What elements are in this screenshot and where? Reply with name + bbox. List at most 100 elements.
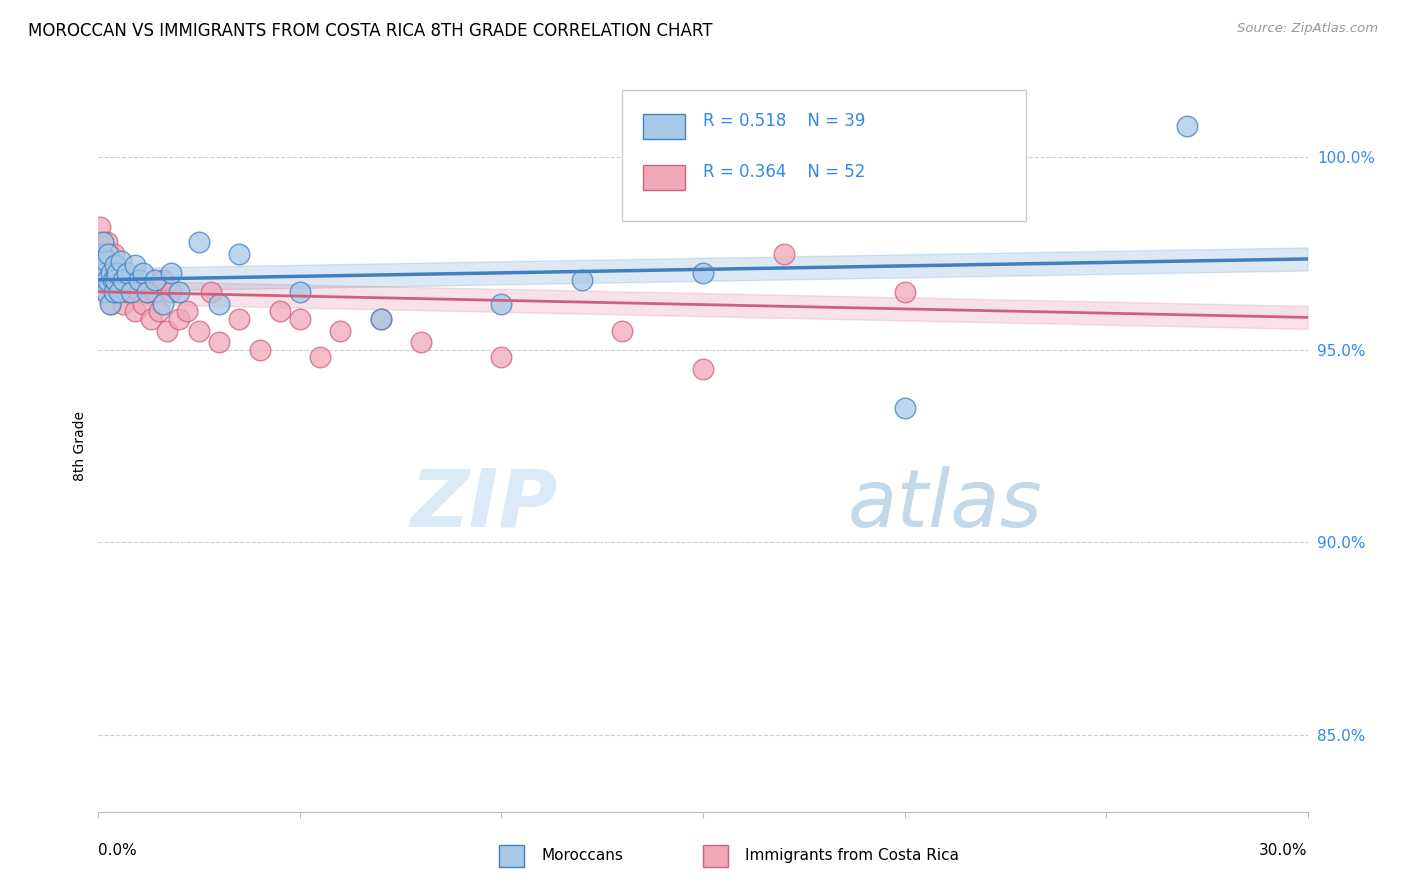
Point	[96, 285, 118, 299]
Point	[143, 273, 166, 287]
Point	[692, 362, 714, 376]
Point	[100, 266, 122, 280]
Point	[124, 258, 146, 272]
Point	[612, 324, 634, 338]
Point	[97, 273, 120, 287]
Point	[208, 296, 231, 310]
Point	[188, 235, 211, 249]
Point	[100, 266, 122, 280]
Point	[692, 266, 714, 280]
Point	[94, 285, 117, 299]
Point	[124, 304, 146, 318]
Text: Immigrants from Costa Rica: Immigrants from Costa Rica	[745, 848, 959, 863]
Point	[167, 312, 190, 326]
Point	[132, 266, 155, 280]
Text: R = 0.364    N = 52: R = 0.364 N = 52	[703, 162, 865, 181]
Point	[89, 235, 111, 249]
Point	[90, 246, 112, 260]
Point	[103, 246, 125, 260]
Point	[370, 312, 392, 326]
Text: Source: ZipAtlas.com: Source: ZipAtlas.com	[1237, 22, 1378, 36]
Point	[96, 273, 118, 287]
Point	[94, 254, 117, 268]
Point	[89, 258, 111, 272]
Point	[893, 285, 915, 299]
Text: ZIP: ZIP	[411, 466, 558, 543]
Point	[309, 351, 332, 365]
Point	[974, 188, 997, 202]
Point	[249, 343, 271, 357]
Text: atlas: atlas	[848, 466, 1043, 543]
Point	[111, 296, 134, 310]
Point	[103, 258, 125, 272]
Point	[491, 351, 513, 365]
Point	[370, 312, 392, 326]
Point	[90, 258, 112, 272]
Point	[143, 285, 166, 299]
Point	[156, 324, 179, 338]
Point	[135, 285, 157, 299]
Point	[98, 246, 121, 260]
Point	[152, 296, 174, 310]
Point	[772, 246, 794, 260]
Point	[160, 285, 183, 299]
Point	[208, 334, 231, 349]
Point	[491, 296, 513, 310]
Point	[288, 312, 311, 326]
Point	[269, 304, 291, 318]
Point	[91, 273, 114, 287]
Point	[176, 304, 198, 318]
Point	[98, 296, 121, 310]
Point	[104, 258, 127, 272]
Point	[110, 266, 132, 280]
Text: Moroccans: Moroccans	[541, 848, 623, 863]
Point	[139, 312, 162, 326]
Point	[93, 266, 115, 280]
Point	[135, 285, 157, 299]
Point	[228, 312, 250, 326]
Text: MOROCCAN VS IMMIGRANTS FROM COSTA RICA 8TH GRADE CORRELATION CHART: MOROCCAN VS IMMIGRANTS FROM COSTA RICA 8…	[28, 22, 713, 40]
Point	[1175, 120, 1198, 134]
Point	[148, 304, 170, 318]
FancyBboxPatch shape	[643, 113, 685, 139]
Point	[160, 266, 183, 280]
Point	[288, 285, 311, 299]
Point	[91, 266, 114, 280]
Point	[571, 273, 593, 287]
Point	[228, 246, 250, 260]
Point	[128, 285, 150, 299]
Point	[115, 285, 138, 299]
Point	[89, 219, 111, 234]
Point	[115, 266, 138, 280]
Point	[103, 285, 125, 299]
Point	[132, 296, 155, 310]
Point	[97, 246, 120, 260]
Point	[96, 235, 118, 249]
Point	[893, 401, 915, 415]
FancyBboxPatch shape	[621, 90, 1026, 220]
Text: 0.0%: 0.0%	[98, 843, 138, 858]
Point	[91, 235, 114, 249]
Point	[128, 273, 150, 287]
Text: R = 0.518    N = 39: R = 0.518 N = 39	[703, 112, 865, 129]
Point	[101, 273, 124, 287]
Text: 30.0%: 30.0%	[1260, 843, 1308, 858]
Point	[167, 285, 190, 299]
Y-axis label: 8th Grade: 8th Grade	[73, 411, 87, 481]
Point	[103, 285, 125, 299]
Point	[120, 285, 142, 299]
FancyBboxPatch shape	[643, 165, 685, 190]
Point	[104, 273, 127, 287]
Point	[101, 273, 124, 287]
Point	[111, 273, 134, 287]
Point	[110, 254, 132, 268]
Point	[120, 273, 142, 287]
Point	[152, 273, 174, 287]
Point	[96, 254, 118, 268]
Point	[100, 296, 122, 310]
Point	[107, 285, 129, 299]
Point	[91, 246, 114, 260]
Point	[329, 324, 352, 338]
Point	[409, 334, 432, 349]
Point	[93, 273, 115, 287]
